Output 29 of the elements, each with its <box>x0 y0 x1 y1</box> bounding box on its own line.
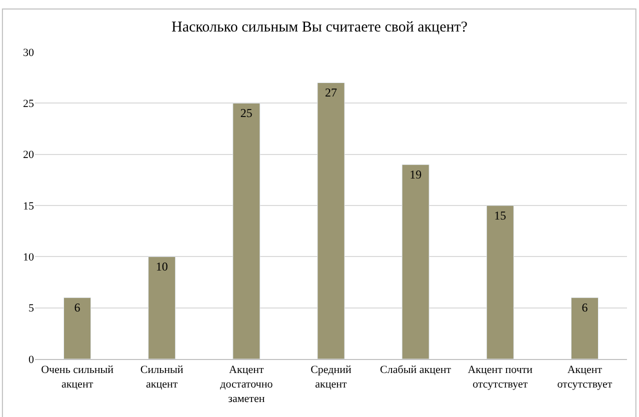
y-tick-label: 5 <box>28 302 34 315</box>
x-tick-label: Акцент почти отсутствует <box>468 364 533 390</box>
data-label: 27 <box>325 86 337 100</box>
bar <box>486 205 514 359</box>
bar <box>570 297 598 359</box>
data-label: 25 <box>240 106 252 120</box>
x-tick-label: Сильный акцент <box>140 364 184 390</box>
data-label: 6 <box>582 300 588 315</box>
y-tick-label: 30 <box>23 46 34 59</box>
bar <box>148 256 176 359</box>
bar <box>64 297 92 359</box>
data-label: 15 <box>494 208 506 222</box>
x-tick-label: Слабый акцент <box>380 364 452 376</box>
x-tick-label: Очень сильный акцент <box>41 364 114 390</box>
y-tick-label: 15 <box>23 200 34 212</box>
x-tick-label: Акцент достаточно заметен <box>220 364 274 405</box>
y-tick-label: 25 <box>23 98 34 110</box>
bar <box>232 102 260 359</box>
data-label: 6 <box>74 300 80 315</box>
data-label: 10 <box>156 260 168 274</box>
bar <box>402 164 430 359</box>
bar <box>317 82 345 359</box>
y-tick-label: 20 <box>23 149 34 162</box>
data-label: 19 <box>410 168 422 182</box>
y-tick-label: 0 <box>28 354 34 366</box>
chart-title: Насколько сильным Вы считаете свой акцент? <box>171 19 468 36</box>
x-tick-label: Средний акцент <box>310 364 352 390</box>
y-tick-label: 10 <box>23 252 34 264</box>
x-tick-label: Акцент отсутствует <box>557 364 612 390</box>
